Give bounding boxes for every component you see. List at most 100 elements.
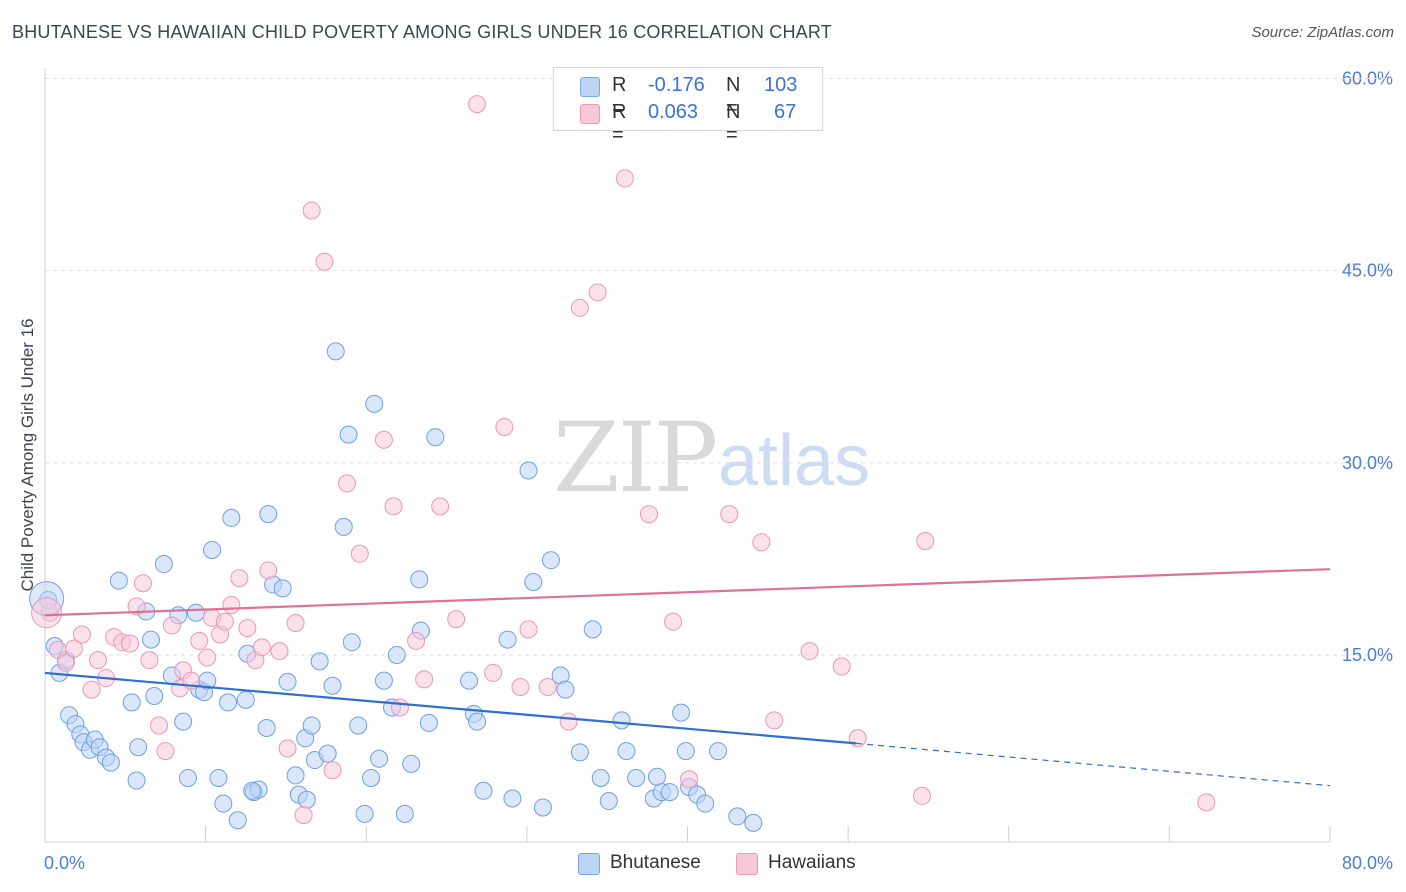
hawaiian-point	[294, 806, 313, 825]
hawaiian-point	[222, 596, 241, 615]
legend-n-label: N =	[726, 74, 741, 119]
hawaiian-point	[278, 739, 297, 758]
bhutanese-point	[310, 652, 329, 671]
bottom-legend-label: Hawaiians	[768, 852, 856, 873]
hawaiian-point	[302, 201, 321, 220]
y-tick-label: 45.0%	[1342, 261, 1393, 281]
hawaiian-point	[270, 642, 289, 661]
bhutanese-point	[709, 742, 728, 761]
hawaiian-point	[150, 716, 169, 735]
bhutanese-point	[599, 792, 618, 811]
bhutanese-point	[672, 703, 691, 722]
bhutanese-point	[556, 680, 575, 699]
bhutanese-point	[243, 781, 262, 800]
chart-title: BHUTANESE VS HAWAIIAN CHILD POVERTY AMON…	[12, 22, 832, 42]
bhutanese-point	[696, 794, 715, 813]
bhutanese-trend-extension	[856, 742, 1331, 787]
hawaiian-point	[259, 561, 278, 580]
hawaiian-point	[162, 616, 181, 635]
hawaiian-point	[315, 252, 334, 271]
bhutanese-point	[744, 813, 763, 832]
hawaiian-point	[140, 651, 159, 670]
hawaiian-point	[832, 657, 851, 676]
bhutanese-point	[142, 630, 161, 649]
bhutanese-point	[101, 753, 120, 772]
bhutanese-point	[286, 766, 305, 785]
hawaiian-point	[916, 531, 935, 550]
pink-swatch	[580, 104, 600, 124]
x-tick-label: 80.0%	[1342, 853, 1393, 873]
blue-swatch	[578, 853, 600, 875]
bhutanese-point	[228, 811, 247, 830]
bhutanese-point	[410, 570, 429, 589]
legend-n-label: N =	[726, 101, 741, 146]
bhutanese-point	[109, 571, 128, 590]
bhutanese-point	[259, 505, 278, 524]
legend-r-label: R =	[612, 101, 627, 146]
bhutanese-point	[660, 783, 679, 802]
hawaiian-point	[519, 620, 538, 639]
bhutanese-point	[273, 579, 292, 598]
hawaiian-point	[72, 625, 91, 644]
bhutanese-point	[374, 671, 393, 690]
bhutanese-point	[222, 508, 241, 527]
bhutanese-point	[302, 716, 321, 735]
hawaiian-point	[511, 678, 530, 697]
hawaiian-point	[639, 505, 658, 524]
bhutanese-point	[355, 804, 374, 823]
bhutanese-point	[617, 742, 636, 761]
bhutanese-point	[474, 781, 493, 800]
bhutanese-point	[323, 676, 342, 695]
hawaiian-point	[82, 680, 101, 699]
bhutanese-point	[154, 555, 173, 574]
hawaiian-point	[286, 613, 305, 632]
hawaiian-point	[350, 544, 369, 563]
hawaiian-point	[559, 712, 578, 731]
y-tick-label: 15.0%	[1342, 645, 1393, 665]
hawaiian-point	[468, 95, 487, 114]
bhutanese-point	[426, 428, 445, 447]
hawaiian-point	[127, 597, 146, 616]
correlation-legend: R = -0.176 N = 103 R = 0.063 N = 67	[553, 67, 823, 146]
source-note: Source: ZipAtlas.com	[1251, 24, 1394, 41]
hawaiian-point	[680, 770, 699, 789]
hawaiian-point	[407, 631, 426, 650]
bhutanese-point	[612, 711, 631, 730]
bhutanese-point	[129, 738, 148, 757]
hawaiian-point	[484, 663, 503, 682]
legend-n-value: 67	[774, 101, 797, 123]
legend-r-value: -0.176	[648, 74, 705, 96]
bhutanese-point	[349, 716, 368, 735]
hawaiian-point	[752, 533, 771, 552]
hawaiian-point	[390, 698, 409, 717]
hawaiian-point	[56, 653, 75, 672]
bhutanese-point	[370, 749, 389, 768]
bhutanese-point	[503, 789, 522, 808]
bhutanese-point	[127, 771, 146, 790]
hawaiian-point	[215, 612, 234, 631]
blue-swatch	[580, 77, 600, 97]
bhutanese-point	[627, 768, 646, 787]
hawaiian-point	[89, 651, 108, 670]
bhutanese-point	[339, 425, 358, 444]
bhutanese-point	[257, 719, 276, 738]
bhutanese-point	[297, 790, 316, 809]
hawaiian-point	[337, 474, 356, 493]
hawaiian-point	[238, 619, 257, 638]
bhutanese-point	[278, 672, 297, 691]
hawaiian-trend-line	[44, 568, 1331, 617]
bhutanese-point	[570, 743, 589, 762]
bhutanese-point	[676, 742, 695, 761]
legend-n-value: 103	[764, 74, 798, 96]
bhutanese-point	[583, 620, 602, 639]
hawaiian-point	[800, 642, 819, 661]
hawaiian-point	[1197, 793, 1216, 812]
hawaiian-point	[323, 761, 342, 780]
bhutanese-point	[395, 804, 414, 823]
bhutanese-trend-line	[44, 671, 857, 745]
legend-r-label: R =	[612, 74, 627, 119]
watermark-zip: ZIP	[553, 402, 718, 514]
hawaiian-point	[31, 597, 63, 629]
bhutanese-point	[122, 693, 141, 712]
